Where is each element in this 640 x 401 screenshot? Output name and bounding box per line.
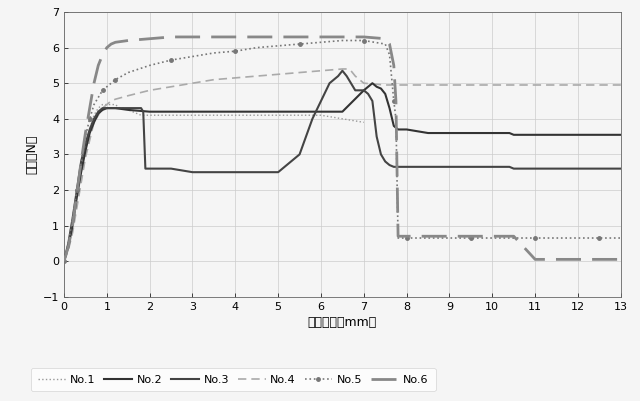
Legend: No.1, No.2, No.3, No.4, No.5, No.6: No.1, No.2, No.3, No.4, No.5, No.6	[31, 368, 435, 391]
X-axis label: 引張距離（mm）: 引張距離（mm）	[308, 316, 377, 329]
Y-axis label: 荷重（N）: 荷重（N）	[26, 135, 38, 174]
